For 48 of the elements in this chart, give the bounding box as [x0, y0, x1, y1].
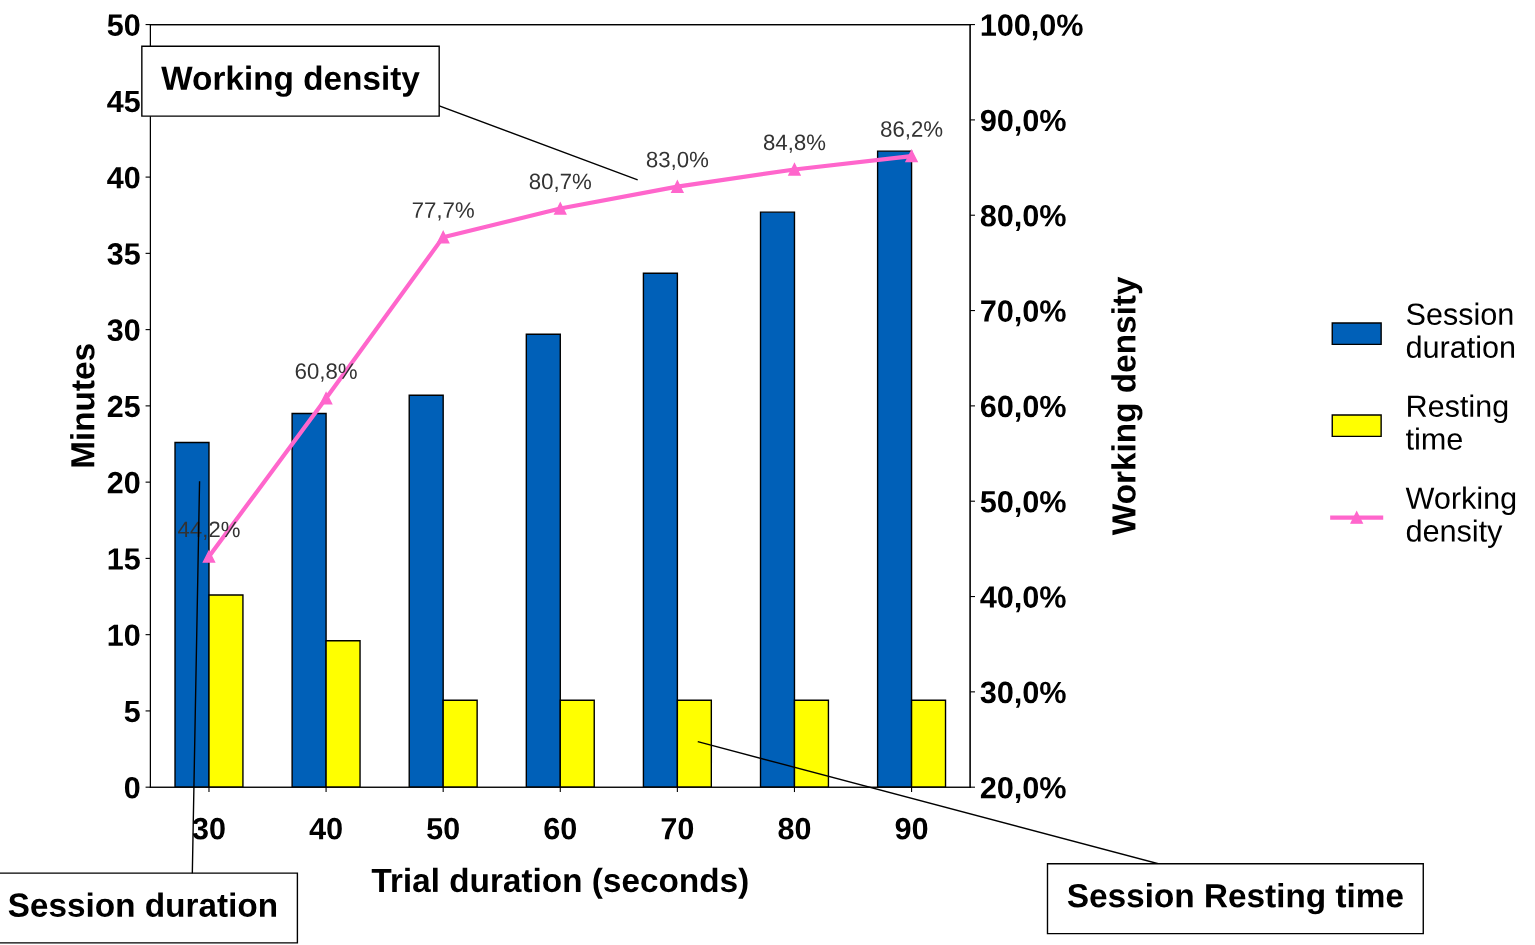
y2-tick-label: 30,0%	[980, 681, 1066, 708]
y-tick-label: 40	[107, 166, 140, 189]
y-tick-label: 45	[107, 90, 140, 113]
y-tick-label: 50	[107, 14, 140, 36]
point	[671, 180, 684, 193]
x-tick-label: 80	[778, 817, 811, 840]
y2-tick-label: 50,0%	[980, 490, 1066, 518]
y-axis-title: Minutes	[70, 344, 95, 467]
x-axis-title: Trial duration (seconds)	[371, 867, 748, 899]
y-tick-label: 30	[107, 319, 140, 342]
y2-tick-label: 70,0%	[981, 300, 1066, 327]
text: Session duration	[8, 892, 277, 917]
y-tick-label: 20	[107, 471, 140, 494]
data-label: 44,2%	[177, 521, 240, 540]
text: Session Resting time	[1067, 883, 1403, 915]
annotation: Working density	[161, 65, 420, 97]
y-tick-label: 35	[107, 243, 140, 265]
y2-tick-label: 100,0%	[981, 14, 1083, 41]
x-tick-label: 60	[544, 817, 577, 840]
y2-tick-label: 20,0%	[980, 776, 1066, 803]
x-tick-label: 70	[661, 817, 694, 840]
y2-tick-label: 40,0%	[980, 586, 1066, 613]
data-label: 84,8%	[763, 134, 826, 153]
y-tick-label: 5	[124, 700, 140, 723]
y-tick-label: 0	[124, 776, 140, 799]
point	[788, 163, 801, 176]
legend-label: Session duration	[1406, 302, 1515, 358]
y-tick-label: 15	[108, 548, 140, 570]
x-tick-label: 40	[309, 817, 342, 840]
point	[436, 230, 450, 244]
y-tick-label: 10	[108, 624, 140, 647]
point	[554, 202, 567, 215]
y2-tick-label: 60,0%	[980, 395, 1066, 422]
legend-label: Resting time	[1406, 394, 1508, 450]
legend-label: Working density	[1405, 486, 1516, 548]
data-label: 77,7%	[412, 202, 474, 221]
point	[319, 392, 333, 405]
point	[202, 550, 216, 563]
y2-axis-title: Working density	[1111, 276, 1143, 536]
data-label: 80,7%	[529, 173, 591, 192]
x-tick-label: 50	[427, 817, 459, 840]
data-label: 83,0%	[646, 151, 709, 171]
x-tick-label: 90	[895, 817, 928, 840]
point	[905, 149, 918, 163]
y2-tick-label: 80,0%	[980, 204, 1066, 232]
y-tick-label: 25	[107, 395, 140, 418]
y2-tick-label: 90,0%	[980, 109, 1066, 136]
data-label: 86,2%	[881, 121, 943, 140]
